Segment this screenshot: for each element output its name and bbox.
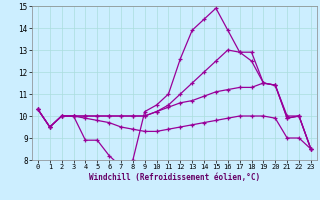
X-axis label: Windchill (Refroidissement éolien,°C): Windchill (Refroidissement éolien,°C)	[89, 173, 260, 182]
